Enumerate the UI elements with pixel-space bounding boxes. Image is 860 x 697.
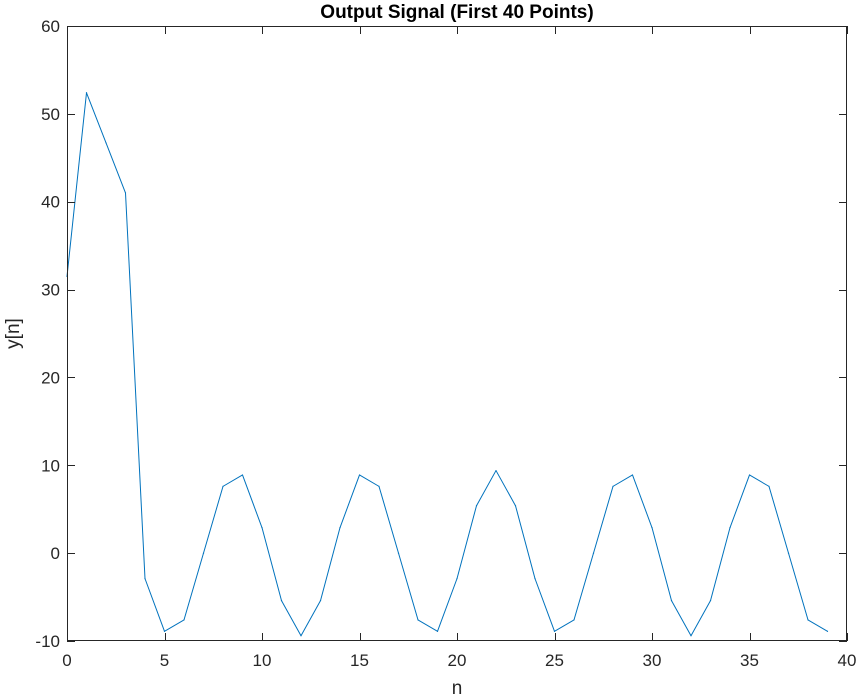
data-point xyxy=(670,599,673,602)
data-point xyxy=(241,474,244,476)
data-point xyxy=(144,578,146,580)
data-point xyxy=(202,552,205,554)
x-tick-label: 10 xyxy=(253,651,272,670)
data-point xyxy=(85,92,88,94)
data-point xyxy=(319,599,322,602)
data-point xyxy=(339,527,341,529)
data-point xyxy=(397,552,400,554)
data-point xyxy=(690,635,692,637)
data-point xyxy=(553,630,556,632)
chart-title: Output Signal (First 40 Points) xyxy=(320,2,593,23)
x-tick-label: 25 xyxy=(545,651,564,670)
data-point xyxy=(768,485,770,487)
data-point xyxy=(105,142,107,144)
y-tick-label: 0 xyxy=(51,544,60,563)
data-point xyxy=(280,599,283,602)
data-point xyxy=(787,552,790,554)
y-axis-label: y[n] xyxy=(3,318,24,349)
data-point xyxy=(534,578,536,580)
x-tick-label: 20 xyxy=(448,651,467,670)
data-point xyxy=(163,630,166,632)
data-point xyxy=(573,619,575,621)
data-point xyxy=(826,630,829,632)
x-tick-label: 30 xyxy=(643,651,662,670)
plot-area xyxy=(67,26,847,641)
x-tick-label: 40 xyxy=(838,651,857,670)
data-point xyxy=(651,527,653,529)
data-point xyxy=(183,619,185,621)
data-point xyxy=(709,599,712,602)
y-tick-label: 10 xyxy=(41,456,60,475)
data-point xyxy=(514,505,517,507)
data-point xyxy=(612,485,614,487)
x-tick-label: 35 xyxy=(740,651,759,670)
data-point xyxy=(378,485,380,487)
data-point xyxy=(358,474,361,476)
x-tick-label: 0 xyxy=(62,651,71,670)
y-tick-label: -10 xyxy=(35,632,60,651)
data-point xyxy=(436,630,439,632)
data-point xyxy=(807,619,809,621)
x-tick-label: 5 xyxy=(160,651,169,670)
data-point xyxy=(475,505,478,507)
data-point xyxy=(300,635,302,637)
data-point xyxy=(222,485,224,487)
series-layer xyxy=(66,92,829,637)
data-point xyxy=(124,192,127,194)
data-point xyxy=(631,474,634,476)
data-point xyxy=(261,527,263,529)
x-tick-label: 15 xyxy=(350,651,369,670)
data-point xyxy=(729,527,731,529)
data-point xyxy=(495,469,497,472)
data-point xyxy=(456,578,458,580)
y-tick-label: 60 xyxy=(41,17,60,36)
x-axis-label: n xyxy=(452,678,463,697)
data-point xyxy=(592,552,595,554)
data-point xyxy=(748,474,751,476)
series-line xyxy=(66,92,828,637)
data-point xyxy=(417,619,419,621)
y-tick-label: 50 xyxy=(41,105,60,124)
y-tick-label: 30 xyxy=(41,281,60,300)
y-tick-label: 40 xyxy=(41,193,60,212)
y-tick-label: 20 xyxy=(41,368,60,387)
